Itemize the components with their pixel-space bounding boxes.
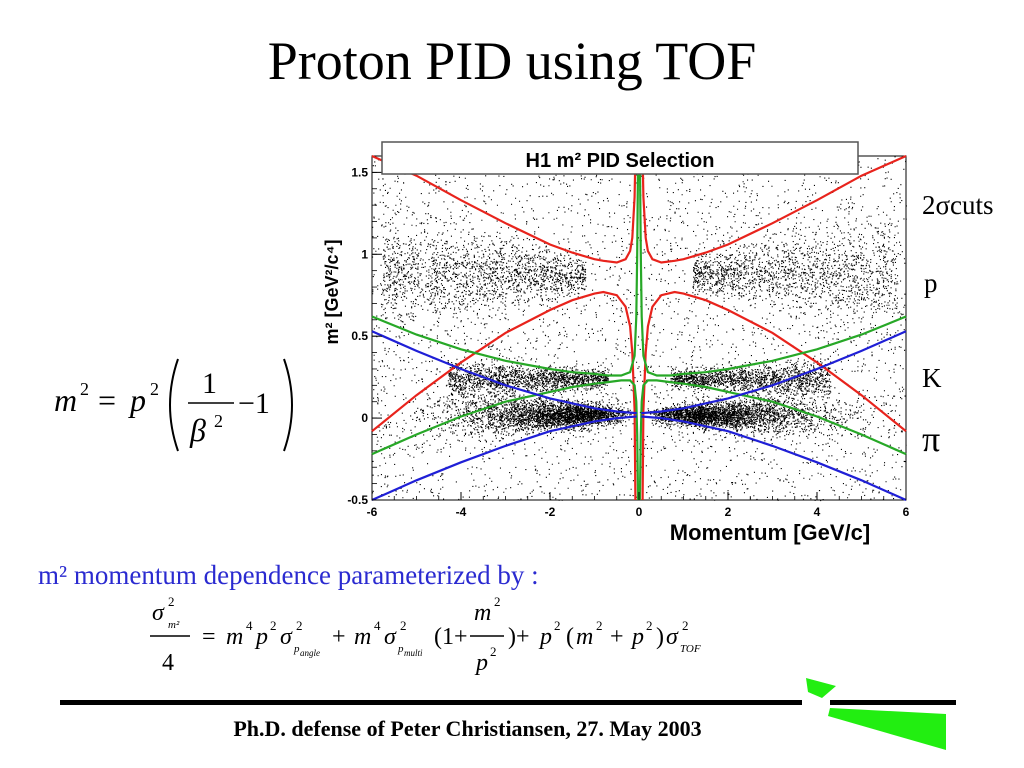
svg-text:1: 1 <box>202 367 217 400</box>
pid-scatter-chart: -6 -4 -2 0 2 4 6 -0.5 0 0.5 1 1.5 H1 m² PID Selecti… <box>322 141 910 545</box>
svg-text:angle: angle <box>300 648 320 658</box>
mass-squared-formula: m 2 = p 2 1 β 2 −1 <box>54 358 293 452</box>
svg-text:2: 2 <box>646 618 653 633</box>
brahms-logo-icon <box>806 678 946 750</box>
cut-curve-kaon-upper-neg <box>371 155 640 377</box>
svg-text:2: 2 <box>682 618 689 633</box>
svg-text:p: p <box>293 643 300 655</box>
background-points <box>372 156 907 502</box>
y-tick-label: 0.5 <box>351 329 368 343</box>
svg-text:4: 4 <box>374 618 381 633</box>
y-tick-label: -0.5 <box>347 493 368 507</box>
svg-text:σ: σ <box>384 624 397 650</box>
cut-curve-pion-lower-neg <box>371 415 637 502</box>
y-tick-label: 1 <box>361 247 368 261</box>
x-tick-label: 0 <box>636 505 643 519</box>
label-2sigma-cuts: 2σcuts <box>922 190 994 220</box>
cut-curve-kaon-lower-pos <box>638 379 907 501</box>
cut-curve-kaon-upper-pos <box>638 155 907 377</box>
footer-text: Ph.D. defense of Peter Christiansen, 27.… <box>233 716 702 741</box>
x-tick-label: -6 <box>367 505 378 519</box>
svg-text:2: 2 <box>490 644 497 659</box>
kaon-cluster <box>447 342 832 405</box>
label-pion: π <box>922 419 941 459</box>
chart-title: H1 m² PID Selection <box>526 150 715 172</box>
svg-text:m: m <box>576 624 593 650</box>
cut-curve-pion-upper-pos <box>641 330 907 415</box>
svg-text:σ: σ <box>280 624 293 650</box>
svg-text:+: + <box>332 624 346 650</box>
svg-text:p: p <box>397 643 404 655</box>
scatter-points <box>372 156 907 502</box>
cut-curve-proton-lower-pos <box>641 290 907 501</box>
svg-text:2: 2 <box>80 379 89 399</box>
chart-title-box <box>381 141 859 175</box>
cut-curve-proton-lower-neg <box>371 290 637 501</box>
svg-text:=: = <box>202 624 216 650</box>
svg-text:2: 2 <box>296 618 303 633</box>
svg-text:2: 2 <box>400 618 407 633</box>
svg-text:2: 2 <box>494 594 501 609</box>
svg-text:σ: σ <box>666 624 679 650</box>
svg-text:2: 2 <box>270 618 277 633</box>
label-kaon: K <box>922 363 942 393</box>
sigma-parameterization-formula: σ 2 m² 4 = m 4 p 2 σ 2 p angle + m 4 σ 2… <box>150 594 701 676</box>
cut-curve-proton-upper-neg <box>371 154 637 264</box>
label-proton: p <box>924 268 938 298</box>
svg-text:TOF: TOF <box>680 643 701 655</box>
svg-text:(: ( <box>566 624 574 650</box>
x-tick-label: -2 <box>545 505 556 519</box>
svg-text:p: p <box>254 624 268 650</box>
svg-text:2: 2 <box>554 618 561 633</box>
x-tick-label: -4 <box>456 505 467 519</box>
x-tick-label: 6 <box>903 505 910 519</box>
cut-curve-proton-upper-pos <box>641 154 907 264</box>
cut-curve-kaon-lower-neg <box>371 379 640 501</box>
svg-text:m: m <box>226 624 243 650</box>
proton-cluster <box>380 204 899 345</box>
y-tick-label: 1.5 <box>351 165 368 179</box>
parameterization-text: m² momentum dependence parameterized by … <box>38 560 539 590</box>
svg-text:m: m <box>474 600 491 626</box>
svg-text:=: = <box>98 382 116 418</box>
svg-text:σ: σ <box>152 600 165 626</box>
cut-curve-pion-upper-neg <box>371 330 637 415</box>
svg-text:2: 2 <box>168 594 175 609</box>
x-tick-label: 2 <box>725 505 732 519</box>
svg-text:2: 2 <box>596 618 603 633</box>
slide-title: Proton PID using TOF <box>267 31 757 91</box>
svg-text:β: β <box>189 412 206 448</box>
plot-frame <box>371 155 907 501</box>
svg-text:): ) <box>656 624 664 650</box>
y-tick-label: 0 <box>361 411 368 425</box>
footer-rule-left <box>60 700 802 705</box>
svg-text:(1+: (1+ <box>434 624 468 650</box>
svg-text:)+: )+ <box>508 624 530 650</box>
svg-text:4: 4 <box>246 618 253 633</box>
svg-text:p: p <box>474 650 488 676</box>
cut-curve-pion-lower-pos <box>641 415 907 502</box>
svg-text:p: p <box>630 624 644 650</box>
x-tick-label: 4 <box>814 505 821 519</box>
svg-text:p: p <box>538 624 552 650</box>
svg-text:2: 2 <box>214 411 223 431</box>
svg-text:+: + <box>610 624 624 650</box>
cut-curves <box>371 154 907 502</box>
svg-text:m: m <box>54 382 77 418</box>
svg-text:multi: multi <box>404 648 423 658</box>
svg-text:−1: −1 <box>238 387 270 420</box>
svg-text:4: 4 <box>162 650 174 676</box>
svg-text:p: p <box>128 382 146 418</box>
x-axis-label: Momentum [GeV/c] <box>670 520 870 545</box>
y-axis-label: m² [GeV²/c⁴] <box>322 240 342 345</box>
svg-text:m: m <box>354 624 371 650</box>
svg-text:2: 2 <box>150 379 159 399</box>
footer-rule-right <box>830 700 956 705</box>
svg-text:m²: m² <box>168 619 180 631</box>
